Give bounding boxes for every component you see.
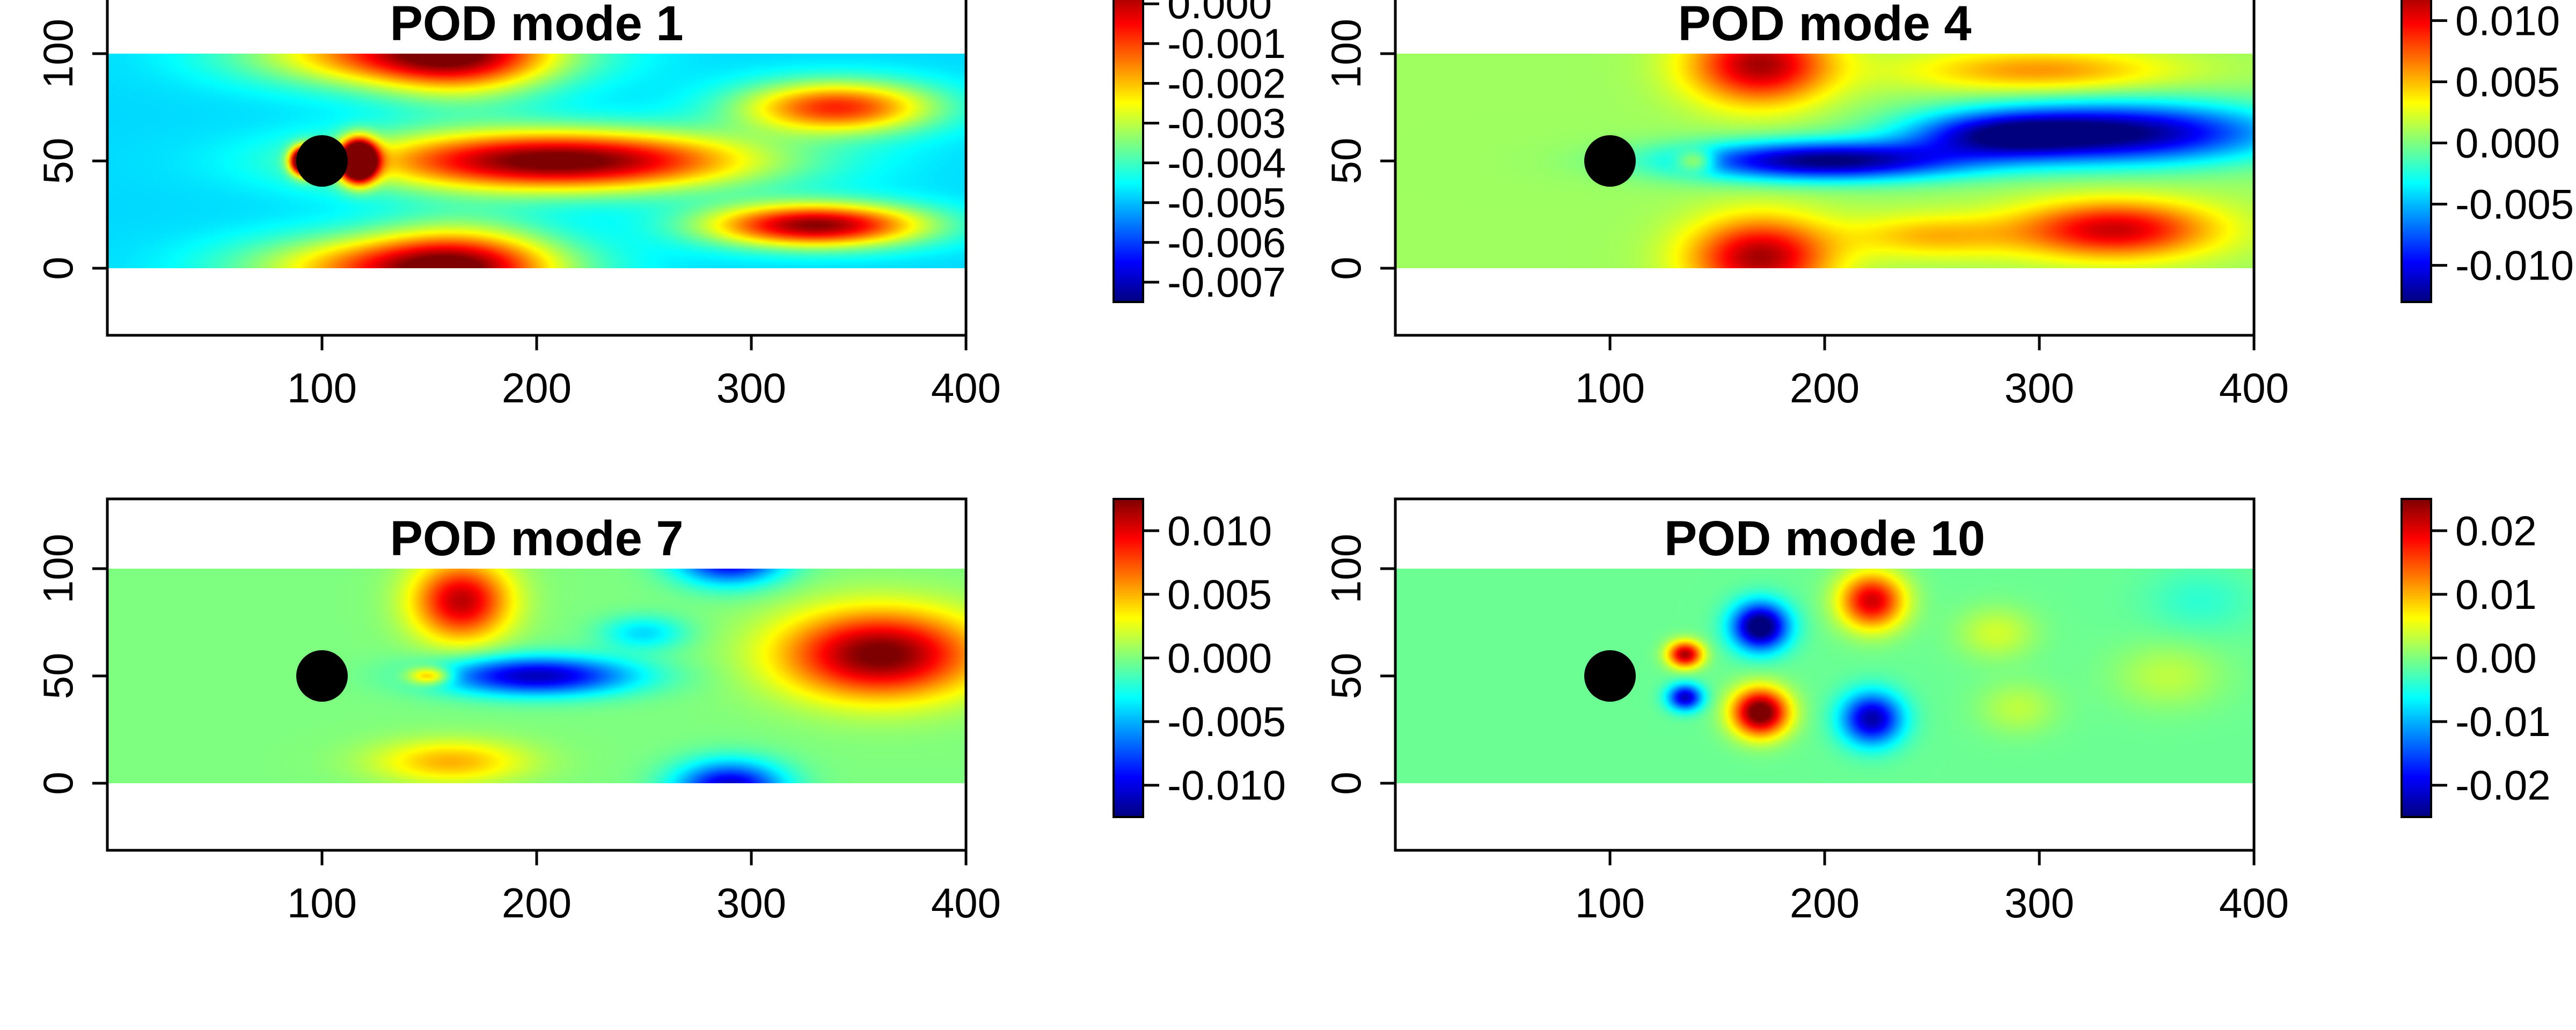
panel-pod-mode-4: POD mode 4 100 200 300 400 0 50 100 0.010 0.005… [1322, 0, 2574, 411]
x-tick-label: 200 [1790, 364, 1860, 411]
colorbar-tick-label: -0.006 [1167, 219, 1286, 266]
panel-title: POD mode 1 [390, 0, 683, 51]
axis-ticks: 100 200 300 400 0 50 100 [34, 534, 1001, 926]
colorbar-tick-label: -0.010 [2455, 242, 2574, 289]
x-tick-label: 200 [1790, 879, 1860, 926]
colorbar-ticks: 0.000-0.001-0.002-0.003-0.004-0.005-0.00… [1143, 0, 1286, 306]
colorbar-tick-label: 0.01 [2455, 571, 2537, 618]
x-tick-label: 300 [716, 364, 786, 411]
y-tick-label: 100 [1322, 19, 1370, 89]
colorbar-tick-label: 0.000 [1167, 635, 1272, 682]
colorbar-tick-label: 0.02 [2455, 507, 2537, 554]
colorbar: 0.010 0.005 0.000 -0.005 -0.010 [2401, 0, 2574, 303]
heatmap-field [1395, 569, 2254, 783]
y-tick-label: 0 [1322, 771, 1370, 794]
colorbar: 0.010 0.005 0.000 -0.005 -0.010 [1113, 498, 1286, 818]
colorbar-tick-label: 0.00 [2455, 635, 2537, 682]
axis-ticks: 100 200 300 400 0 50 100 [1322, 19, 2289, 411]
y-tick-label: 100 [34, 19, 82, 89]
colorbar-tick-label: 0.005 [1167, 571, 1272, 618]
axis-ticks: 100 200 300 400 0 50 100 [1322, 534, 2289, 926]
y-tick-label: 50 [1322, 138, 1370, 185]
colorbar-tick-label: -0.02 [2455, 762, 2551, 809]
colorbar-tick-label: -0.003 [1167, 99, 1286, 146]
cylinder-obstacle [1584, 650, 1636, 702]
y-tick-label: 0 [34, 771, 82, 794]
panel-title: POD mode 4 [1678, 0, 1971, 51]
colorbar-tick-label: -0.007 [1167, 259, 1286, 306]
y-tick-label: 50 [1322, 653, 1370, 700]
y-tick-label: 100 [34, 534, 82, 604]
y-tick-label: 50 [34, 138, 82, 185]
colorbar-tick-label: -0.005 [1167, 698, 1286, 745]
colorbar-tick-label: 0.000 [2455, 120, 2560, 167]
x-tick-label: 300 [2004, 364, 2074, 411]
x-tick-label: 200 [502, 879, 572, 926]
x-tick-label: 400 [931, 364, 1001, 411]
x-tick-label: 300 [2004, 879, 2074, 926]
panel-pod-mode-7: POD mode 7 100 200 300 400 0 50 100 0.010 0.005… [34, 497, 1286, 926]
axis-ticks: 100 200 300 400 0 50 100 [34, 19, 1001, 411]
colorbar: 0.000-0.001-0.002-0.003-0.004-0.005-0.00… [1113, 0, 1286, 306]
y-tick-label: 50 [34, 653, 82, 700]
heatmap-field [107, 54, 966, 268]
y-tick-label: 100 [1322, 534, 1370, 604]
colorbar-tick-label: -0.001 [1167, 20, 1286, 67]
x-tick-label: 400 [2219, 879, 2289, 926]
heatmap-field [1395, 54, 2254, 268]
colorbar-tick-label: -0.004 [1167, 139, 1286, 187]
heatmap-field [107, 569, 966, 783]
colorbar-gradient [1113, 0, 1144, 303]
y-tick-label: 0 [34, 256, 82, 279]
colorbar-tick-label: -0.005 [1167, 179, 1286, 226]
panel-title: POD mode 10 [1664, 511, 1985, 566]
colorbar-gradient [2401, 0, 2432, 303]
x-tick-label: 100 [287, 364, 357, 411]
colorbar-gradient [2401, 498, 2432, 818]
colorbar-ticks: 0.010 0.005 0.000 -0.005 -0.010 [2431, 0, 2574, 289]
colorbar-tick-label: -0.002 [1167, 60, 1286, 107]
colorbar-tick-label: 0.000 [1167, 0, 1272, 27]
y-tick-label: 0 [1322, 256, 1370, 279]
colorbar-tick-label: -0.01 [2455, 698, 2551, 745]
x-tick-label: 100 [1575, 879, 1645, 926]
x-tick-label: 200 [502, 364, 572, 411]
panel-title: POD mode 7 [390, 511, 683, 566]
colorbar-tick-label: -0.010 [1167, 762, 1286, 809]
colorbar-tick-label: 0.010 [2455, 0, 2560, 44]
colorbar-tick-label: -0.005 [2455, 181, 2574, 228]
colorbar: 0.02 0.01 0.00 -0.01 -0.02 [2401, 498, 2551, 818]
x-tick-label: 400 [2219, 364, 2289, 411]
colorbar-ticks: 0.010 0.005 0.000 -0.005 -0.010 [1143, 507, 1286, 809]
x-tick-label: 400 [931, 879, 1001, 926]
colorbar-tick-label: 0.005 [2455, 58, 2560, 105]
cylinder-obstacle [296, 135, 348, 187]
colorbar-gradient [1113, 498, 1144, 818]
cylinder-obstacle [296, 650, 348, 702]
colorbar-tick-label: 0.010 [1167, 507, 1272, 554]
cylinder-obstacle [1584, 135, 1636, 187]
colorbar-ticks: 0.02 0.01 0.00 -0.01 -0.02 [2431, 507, 2551, 809]
x-tick-label: 300 [716, 879, 786, 926]
x-tick-label: 100 [287, 879, 357, 926]
x-tick-label: 100 [1575, 364, 1645, 411]
